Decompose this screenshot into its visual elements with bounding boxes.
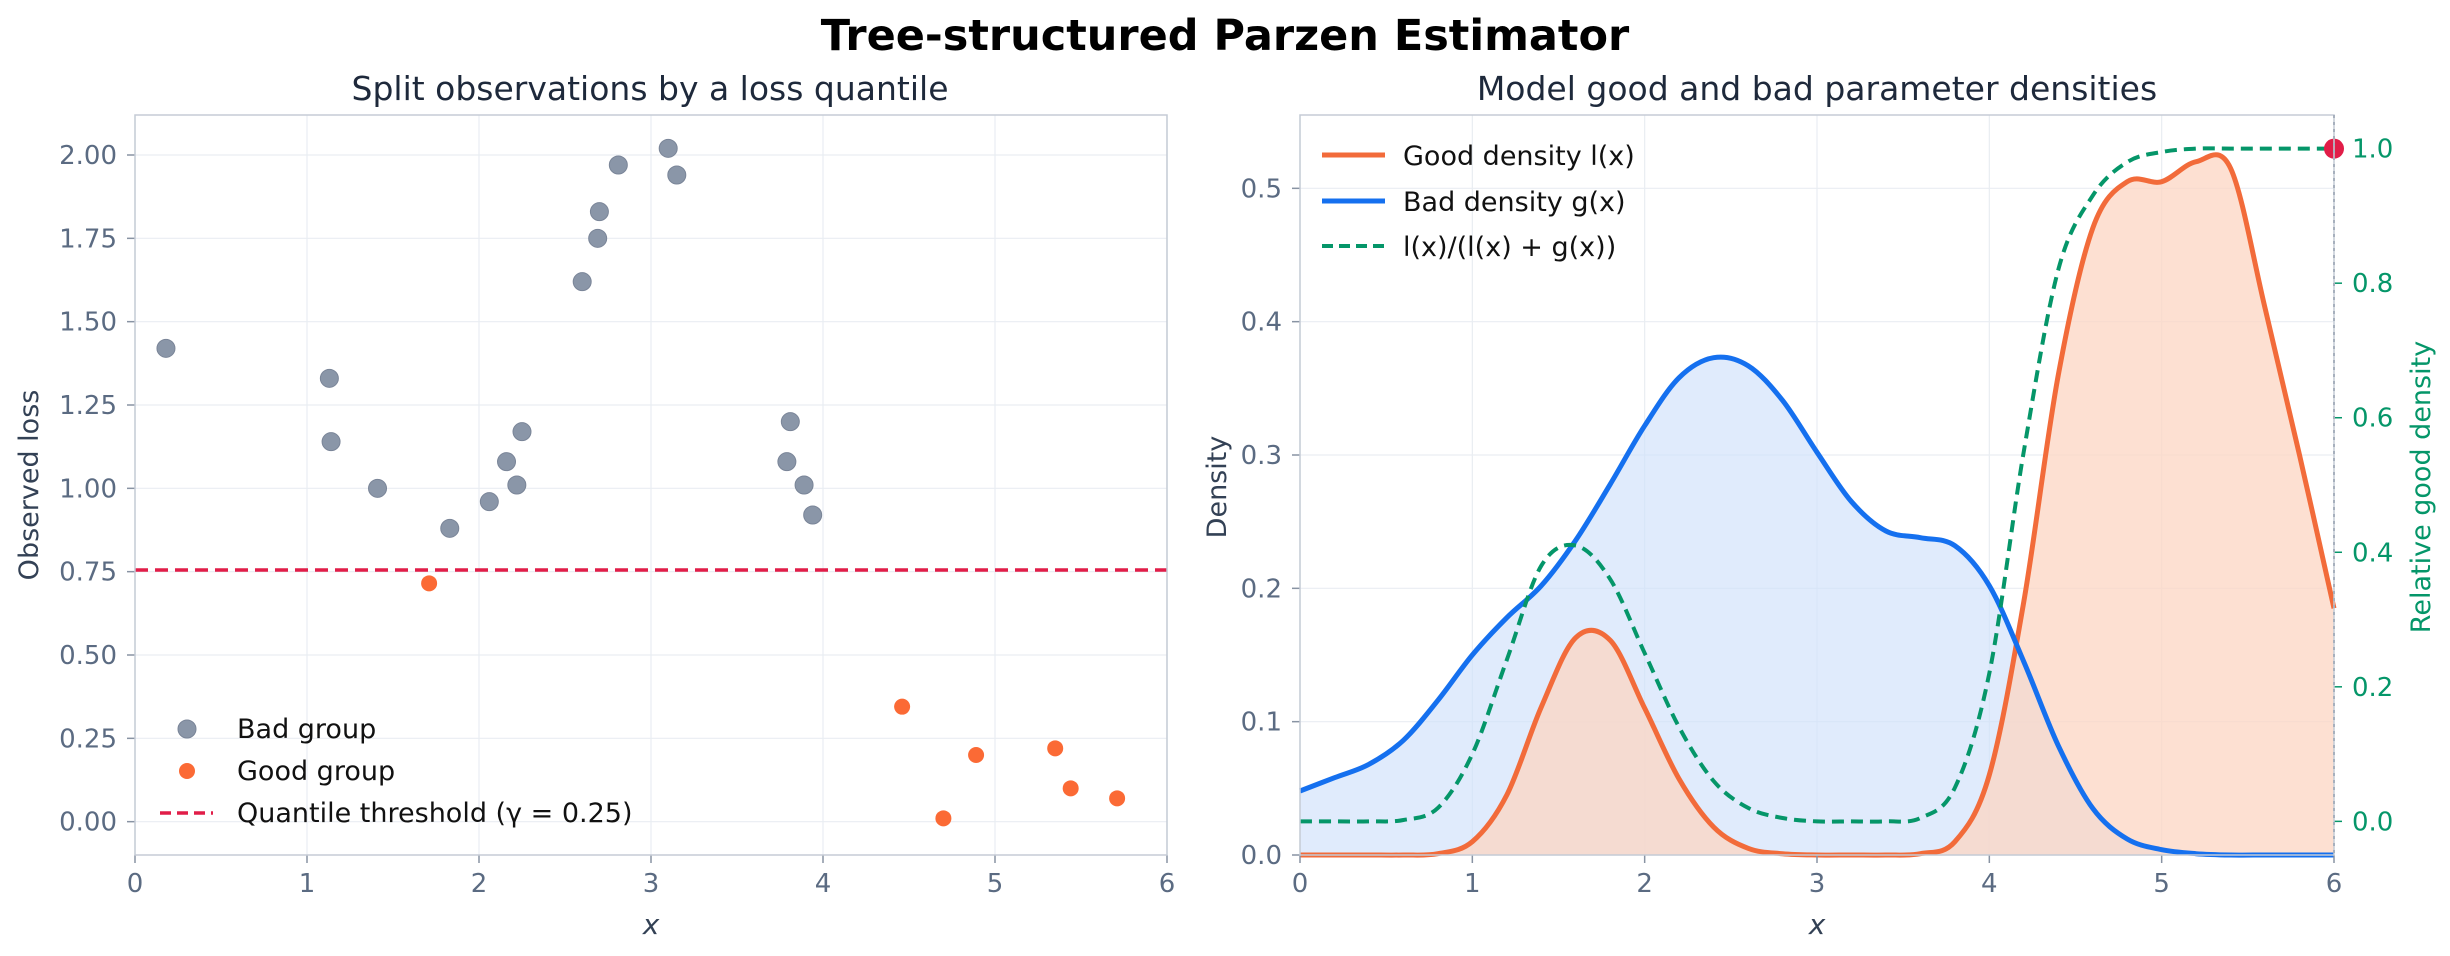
- bad-group-point: [440, 518, 460, 538]
- bad-group-point: [497, 452, 517, 472]
- bad-group-point: [608, 155, 628, 175]
- bad-group-point: [156, 338, 176, 358]
- legend-label-bad: Bad group: [237, 714, 376, 745]
- bad-group-point: [479, 492, 499, 512]
- bad-group-point: [368, 478, 388, 498]
- bad-density-line: [1299, 354, 2334, 858]
- bad-group-point: [589, 202, 609, 222]
- scatter-panel: Split observations by a loss quantile 0 1…: [14, 69, 1175, 941]
- y-tick-label: 0.1: [1241, 708, 1282, 738]
- legend-label-ratio: l(x)/(l(x) + g(x)): [1403, 232, 1616, 263]
- x-tick-label: 3: [643, 869, 660, 899]
- right-tick-label: 1.0: [2352, 135, 2393, 165]
- x-tick-label: 6: [1159, 869, 1176, 899]
- bad-group-point: [777, 452, 797, 472]
- right-tick-label: 0.8: [2352, 269, 2393, 299]
- scatter-title: Split observations by a loss quantile: [352, 69, 949, 108]
- y-tick-label: 0.5: [1241, 174, 1282, 204]
- bad-group-point: [658, 138, 678, 158]
- y-tick-label: 1.00: [59, 474, 117, 504]
- x-tick-label: 2: [1636, 869, 1653, 899]
- y-tick-label: 0.25: [59, 724, 117, 754]
- bad-group-point: [803, 505, 823, 525]
- scatter-points: [156, 138, 1126, 827]
- good-group-point: [1047, 740, 1064, 757]
- y-tick-label: 0.3: [1241, 441, 1282, 471]
- legend-label-good: Good group: [237, 756, 395, 787]
- x-tick-label: 1: [299, 869, 316, 899]
- right-tick-label: 0.0: [2352, 807, 2393, 837]
- good-group-point: [1109, 790, 1126, 807]
- y-tick-label: 0.00: [59, 808, 117, 838]
- y-tick-label: 1.25: [59, 391, 117, 421]
- legend-marker-bad: [177, 719, 197, 739]
- density-x-label: x: [1808, 908, 1826, 941]
- x-tick-label: 0: [1292, 869, 1309, 899]
- bad-group-point: [512, 422, 532, 442]
- density-ticks: 0 1 2 3 4 5 6 0.0 0.1 0.2 0.3 0.4 0.5 0.0 0.2 0.4 0.6 0.8…: [1241, 135, 2394, 899]
- y-tick-label: 1.75: [59, 224, 117, 254]
- x-tick-label: 1: [1464, 869, 1481, 899]
- figure-title: Tree-structured Parzen Estimator: [821, 11, 1630, 61]
- good-group-point: [935, 810, 952, 827]
- density-frame: [1299, 114, 2335, 856]
- y-tick-label: 0.2: [1241, 574, 1282, 604]
- scatter-y-label: Observed loss: [14, 390, 45, 581]
- y-tick-label: 0.50: [59, 641, 117, 671]
- x-tick-label: 4: [815, 869, 832, 899]
- bad-group-point: [780, 412, 800, 432]
- x-tick-label: 5: [2153, 869, 2170, 899]
- scatter-frame: [134, 114, 1168, 856]
- y-tick-label: 1.50: [59, 308, 117, 338]
- legend-label-good-density: Good density l(x): [1403, 141, 1635, 172]
- density-title: Model good and bad parameter densities: [1477, 69, 2157, 108]
- legend-label-threshold: Quantile threshold (γ = 0.25): [237, 798, 633, 829]
- good-density-fill: [1300, 154, 2334, 856]
- y-tick-label: 2.00: [59, 141, 117, 171]
- bad-group-point: [321, 432, 341, 452]
- bad-group-point: [667, 165, 687, 185]
- right-tick-label: 0.6: [2352, 404, 2393, 434]
- density-panel: Model good and bad parameter densities 0…: [1202, 69, 2437, 941]
- scatter-x-label: x: [642, 908, 660, 941]
- x-tick-label: 4: [1981, 869, 1998, 899]
- legend-label-bad-density: Bad density g(x): [1403, 187, 1626, 218]
- y-tick-label: 0.0: [1241, 841, 1282, 871]
- density-right-y-label: Relative good density: [2406, 341, 2437, 633]
- x-tick-label: 3: [1809, 869, 1826, 899]
- scatter-legend: Bad group Good group Quantile threshold …: [160, 714, 633, 829]
- bad-group-point: [507, 475, 527, 495]
- x-tick-label: 5: [987, 869, 1004, 899]
- right-tick-label: 0.2: [2352, 673, 2393, 703]
- ratio-line: [1299, 146, 2334, 824]
- right-tick-label: 0.4: [2352, 538, 2393, 568]
- scatter-ticks: 0 1 2 3 4 5 6 0.00 0.25 0.50 0.75 1.00 1.25 1.50 1.75 2…: [59, 141, 1175, 899]
- y-tick-label: 0.75: [59, 558, 117, 588]
- good-group-point: [421, 575, 438, 592]
- bad-group-point: [588, 228, 608, 248]
- density-legend: Good density l(x) Bad density g(x) l(x)/…: [1322, 141, 1635, 263]
- bad-group-point: [572, 272, 592, 292]
- good-group-point: [968, 747, 985, 763]
- legend-marker-good: [179, 763, 195, 779]
- y-tick-label: 0.4: [1241, 308, 1282, 338]
- bad-group-point: [319, 368, 339, 388]
- bad-group-point: [794, 475, 814, 495]
- good-group-point: [894, 698, 911, 715]
- x-tick-label: 6: [2326, 869, 2343, 899]
- good-group-point: [1062, 780, 1079, 797]
- density-y-label: Density: [1202, 436, 1233, 539]
- x-tick-label: 2: [471, 869, 488, 899]
- x-tick-label: 0: [127, 869, 144, 899]
- density-fills: [1300, 154, 2334, 856]
